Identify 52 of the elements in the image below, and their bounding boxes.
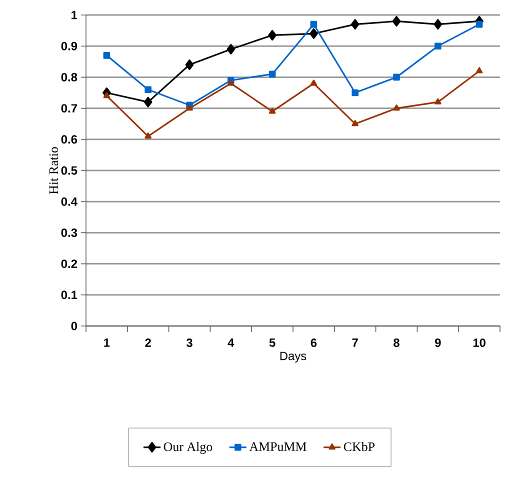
y-tick-label: 0.2 [61, 260, 78, 268]
point [228, 80, 234, 86]
point [186, 104, 193, 111]
point [434, 98, 442, 104]
x-tick-label: 9 [435, 338, 441, 347]
point [268, 30, 276, 41]
point [268, 70, 276, 78]
point [103, 52, 110, 59]
y-tick-label: 0 [71, 322, 77, 330]
x-tick-label: 6 [310, 338, 317, 347]
y-tick-label: 0.6 [61, 135, 78, 144]
x-axis-title: Days [280, 352, 306, 363]
point [268, 108, 276, 114]
y-tick-label: 0.7 [61, 104, 77, 113]
y-tick-label: 0.8 [61, 72, 78, 82]
y-tick-label: 0.4 [61, 197, 78, 206]
point [144, 86, 152, 94]
point [144, 132, 152, 139]
legend-label: CKbP [344, 442, 375, 452]
x-tick-label: 1 [104, 338, 110, 347]
x-tick-label: 8 [394, 338, 400, 347]
y-tick-label: 0.5 [61, 166, 78, 175]
y-tick-label: 0.3 [61, 228, 78, 237]
point [144, 96, 152, 108]
point [310, 28, 318, 39]
point [226, 44, 236, 55]
point [310, 80, 318, 86]
point [185, 59, 194, 70]
x-tick-label: 7 [352, 338, 358, 347]
x-tick-label: 5 [269, 338, 276, 347]
point [352, 120, 359, 126]
point [103, 92, 110, 98]
x-tick-label: 4 [228, 338, 234, 347]
point [350, 19, 360, 30]
y-axis-title: Hit Ratio [49, 147, 58, 194]
x-tick-label: 3 [186, 338, 192, 348]
y-tick-label: 0.1 [61, 290, 78, 300]
y-tick-label: 1 [72, 10, 78, 20]
point [476, 20, 483, 28]
y-tick-label: 0.9 [61, 42, 78, 50]
point [392, 16, 401, 27]
point [393, 74, 400, 81]
point [476, 67, 483, 74]
x-tick-label: 10 [473, 338, 486, 347]
legend-label: Our Algo [164, 442, 212, 454]
legend-label: AMPuMM [249, 442, 306, 451]
point [352, 89, 359, 96]
point [434, 19, 442, 30]
point [310, 20, 318, 28]
point [393, 104, 400, 111]
x-tick-label: 2 [145, 338, 151, 347]
point [434, 42, 442, 50]
